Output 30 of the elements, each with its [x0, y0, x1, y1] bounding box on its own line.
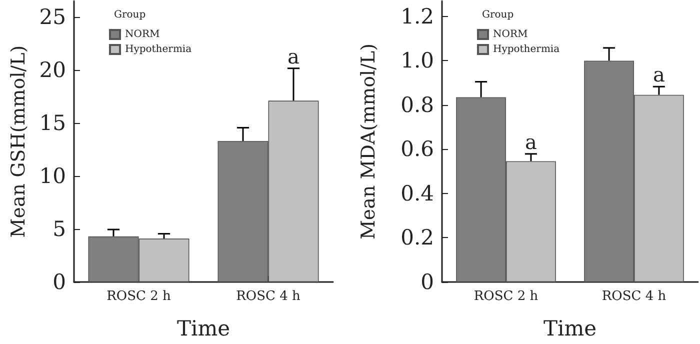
y-axis-title: Mean MDA(mmol/L) — [358, 43, 380, 240]
y-tick-label: 0 — [420, 270, 434, 294]
y-tick-label: 0.6 — [400, 137, 434, 162]
legend-label: Hypothermia — [493, 44, 560, 55]
legend-label: NORM — [493, 29, 528, 40]
x-tick-label: ROSC 2 h — [106, 289, 172, 304]
data-label: a — [524, 130, 537, 154]
x-axis-title: Time — [543, 316, 597, 340]
legend-title: Group — [114, 10, 146, 20]
y-axis-title: Mean GSH(mmol/L) — [8, 45, 30, 238]
y-tick-label: 5 — [52, 216, 66, 241]
x-tick-label: ROSC 4 h — [602, 289, 667, 304]
legend-label: NORM — [125, 29, 160, 40]
y-tick-label: 25 — [39, 4, 66, 29]
y-tick-label: 0.8 — [400, 92, 434, 117]
y-tick-label: 0 — [52, 270, 66, 294]
y-tick-label: 0.4 — [400, 181, 434, 206]
y-tick-label: 10 — [39, 164, 66, 188]
y-tick-label: 0.2 — [400, 226, 434, 250]
legend-label: Hypothermia — [125, 44, 192, 55]
y-tick-label: 15 — [39, 110, 66, 135]
x-tick-label: ROSC 2 h — [474, 289, 539, 304]
data-label: a — [652, 62, 665, 87]
legend-title: Group — [482, 10, 514, 20]
x-axis-title: Time — [176, 316, 230, 340]
x-tick-label: ROSC 4 h — [236, 289, 301, 304]
y-tick-label: 20 — [39, 58, 66, 82]
y-tick-label: 1.0 — [400, 48, 434, 73]
y-tick-label: 1.2 — [400, 4, 434, 28]
data-label: a — [288, 44, 300, 68]
